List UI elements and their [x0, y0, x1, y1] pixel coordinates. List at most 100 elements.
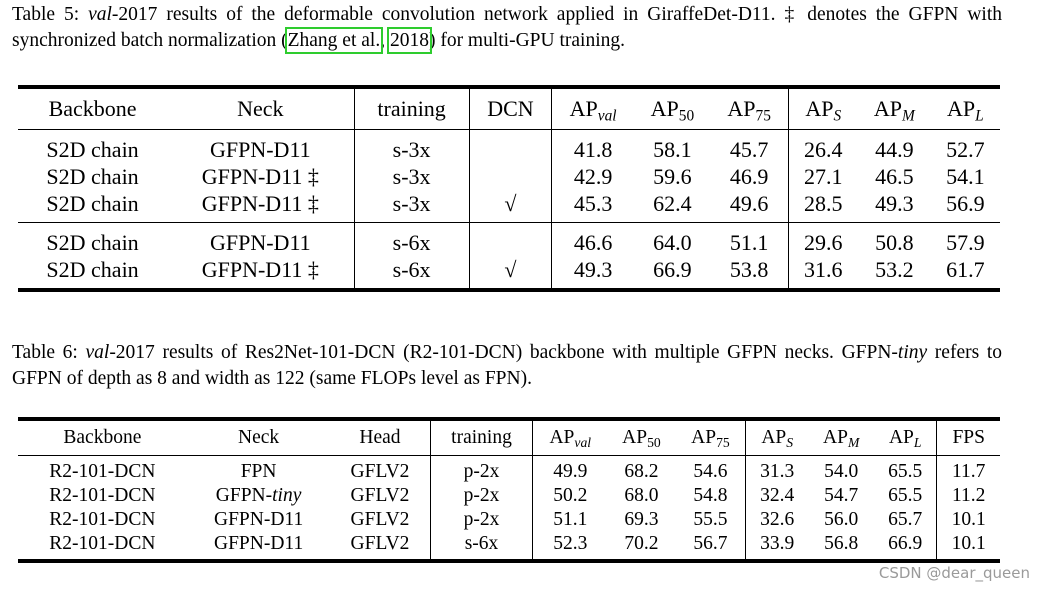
header-text: AP — [549, 427, 575, 448]
cell: 46.9 — [729, 163, 769, 189]
header-cell: AP50 — [634, 87, 711, 130]
cell — [468, 222, 552, 256]
cell: GFPN-tiny — [187, 484, 331, 508]
cell — [468, 163, 552, 190]
cell: s-6x — [353, 222, 470, 256]
cell: 53.8 — [729, 256, 769, 282]
cell: 54.1 — [946, 163, 985, 189]
cell: 27.1 — [787, 163, 858, 190]
cell: 55.5 — [693, 509, 728, 530]
cell: 49.3 — [875, 190, 914, 216]
cell: 56.8 — [824, 533, 859, 554]
cell: GFPN-D11 — [213, 509, 304, 530]
header-text: AP — [691, 427, 717, 448]
text: val — [85, 342, 110, 363]
table-row: S2D chain GFPN-D11 s-3x 41.8 58.1 45.7 26.4 44.… — [18, 129, 1000, 163]
cell: 54.8 — [693, 485, 728, 506]
watermark: CSDN @dear_queen — [878, 564, 1030, 582]
header-cell: Backbone — [48, 96, 137, 121]
text: refers to GFPN of depth as 8 and width a… — [12, 342, 1002, 389]
cell: 68.0 — [624, 485, 659, 506]
header-cell: APM — [808, 419, 873, 456]
cell: S2D chain — [46, 136, 139, 162]
header-row: Backbone Neck training DCN APval AP50 AP75 APS A… — [18, 87, 1000, 130]
cell: 49.9 — [532, 455, 608, 484]
cell: s-6x — [353, 256, 470, 290]
cell: s-3x — [353, 129, 470, 163]
cell: 61.7 — [946, 256, 985, 282]
cell: R2-101-DCN — [49, 509, 156, 530]
cell: p-2x — [429, 455, 533, 484]
cell: GFPN-D11 — [209, 136, 311, 162]
header-text: AP — [888, 427, 914, 448]
cell: R2-101-DCN — [49, 533, 156, 554]
text: -2017 results of Res2Net-101-DCN (R2-101… — [109, 342, 898, 363]
header-cell: AP50 — [607, 419, 676, 456]
cell: 32.6 — [744, 508, 809, 532]
cell: 65.7 — [888, 509, 923, 530]
header-cell: APL — [874, 419, 937, 456]
text: Table 5: — [12, 4, 89, 25]
header-cell: APval — [532, 419, 608, 456]
header-cell: Neck — [237, 96, 284, 121]
cell: 11.7 — [936, 455, 1000, 484]
header-cell: APL — [931, 87, 1000, 130]
header-cell: FPS — [936, 419, 1000, 456]
citation-link[interactable]: Zhang et al. — [284, 27, 384, 54]
cell: S2D chain — [46, 190, 139, 216]
cell: 62.4 — [653, 190, 692, 216]
cell: p-2x — [429, 484, 533, 508]
cell: 54.0 — [824, 461, 859, 482]
header-text: AP — [805, 96, 834, 121]
cell: GFLV2 — [350, 509, 410, 530]
cell: 56.7 — [693, 533, 728, 554]
cell: 68.2 — [624, 461, 659, 482]
table-row: S2D chain GFPN-D11 ‡ s-3x 42.9 59.6 46.9 27.1 4… — [18, 163, 1000, 190]
cell: GFPN-D11 ‡ — [201, 163, 319, 189]
cell: FPN — [240, 461, 277, 482]
header-subscript: 75 — [755, 107, 771, 125]
cell: GFPN-D11 ‡ — [201, 190, 319, 216]
cell: 31.3 — [744, 455, 809, 484]
cell: 53.2 — [875, 256, 914, 282]
header-subscript: L — [975, 107, 984, 125]
header-cell: training — [353, 87, 470, 130]
header-subscript: M — [847, 435, 860, 451]
header-subscript: 50 — [647, 435, 661, 451]
header-row: Backbone Neck Head training APval AP50 AP75 APS… — [18, 419, 1000, 456]
header-subscript: val — [574, 435, 592, 451]
table-row: R2-101-DCN GFPN-D11 GFLV2 p-2x 51.1 69.3 55.5 3… — [18, 508, 1000, 532]
cell: 56.0 — [824, 509, 859, 530]
cell: 32.4 — [744, 484, 809, 508]
cell: 49.6 — [729, 190, 769, 216]
table-row: R2-101-DCN GFPN-tiny GFLV2 p-2x 50.2 68.0 54.8… — [18, 484, 1000, 508]
cell: GFLV2 — [350, 533, 410, 554]
row-group: R2-101-DCN FPN GFLV2 p-2x 49.9 68.2 54.6 31.3 54… — [18, 455, 1000, 561]
header-cell: APval — [551, 87, 635, 130]
table-header: Backbone Neck training DCN APval AP50 AP75 APS A… — [18, 87, 1000, 130]
cell: 45.3 — [551, 190, 635, 223]
cell: S2D chain — [46, 256, 139, 282]
cell: R2-101-DCN — [49, 461, 156, 482]
table-row: S2D chain GFPN-D11 ‡ s-6x √ 49.3 66.9 53.8 31.6… — [18, 256, 1000, 290]
cell: 57.9 — [946, 229, 985, 255]
text: , — [380, 30, 390, 51]
cell: 11.2 — [936, 484, 1000, 508]
table-row: S2D chain GFPN-D11 s-6x 46.6 64.0 51.1 29.6 50.… — [18, 222, 1000, 256]
table-caption: Table 6: val-2017 results of Res2Net-101… — [12, 340, 1002, 392]
text: val — [88, 4, 112, 25]
cell: 29.6 — [787, 222, 858, 256]
cell: 58.1 — [653, 136, 692, 162]
cell: 51.1 — [532, 508, 608, 532]
header-subscript: S — [833, 107, 842, 125]
table-row: R2-101-DCN GFPN-D11 GFLV2 s-6x 52.3 70.2 56.7 3… — [18, 532, 1000, 561]
header-text: AP — [727, 96, 756, 121]
header-cell: training — [429, 419, 533, 456]
cell: p-2x — [429, 508, 533, 532]
cell: s-3x — [353, 163, 470, 190]
citation-link[interactable]: 2018 — [386, 27, 432, 54]
results-table: Backbone Neck training DCN APval AP50 AP75 APS A… — [18, 85, 1000, 292]
cell: 26.4 — [787, 129, 858, 163]
header-subscript: 50 — [678, 107, 695, 125]
